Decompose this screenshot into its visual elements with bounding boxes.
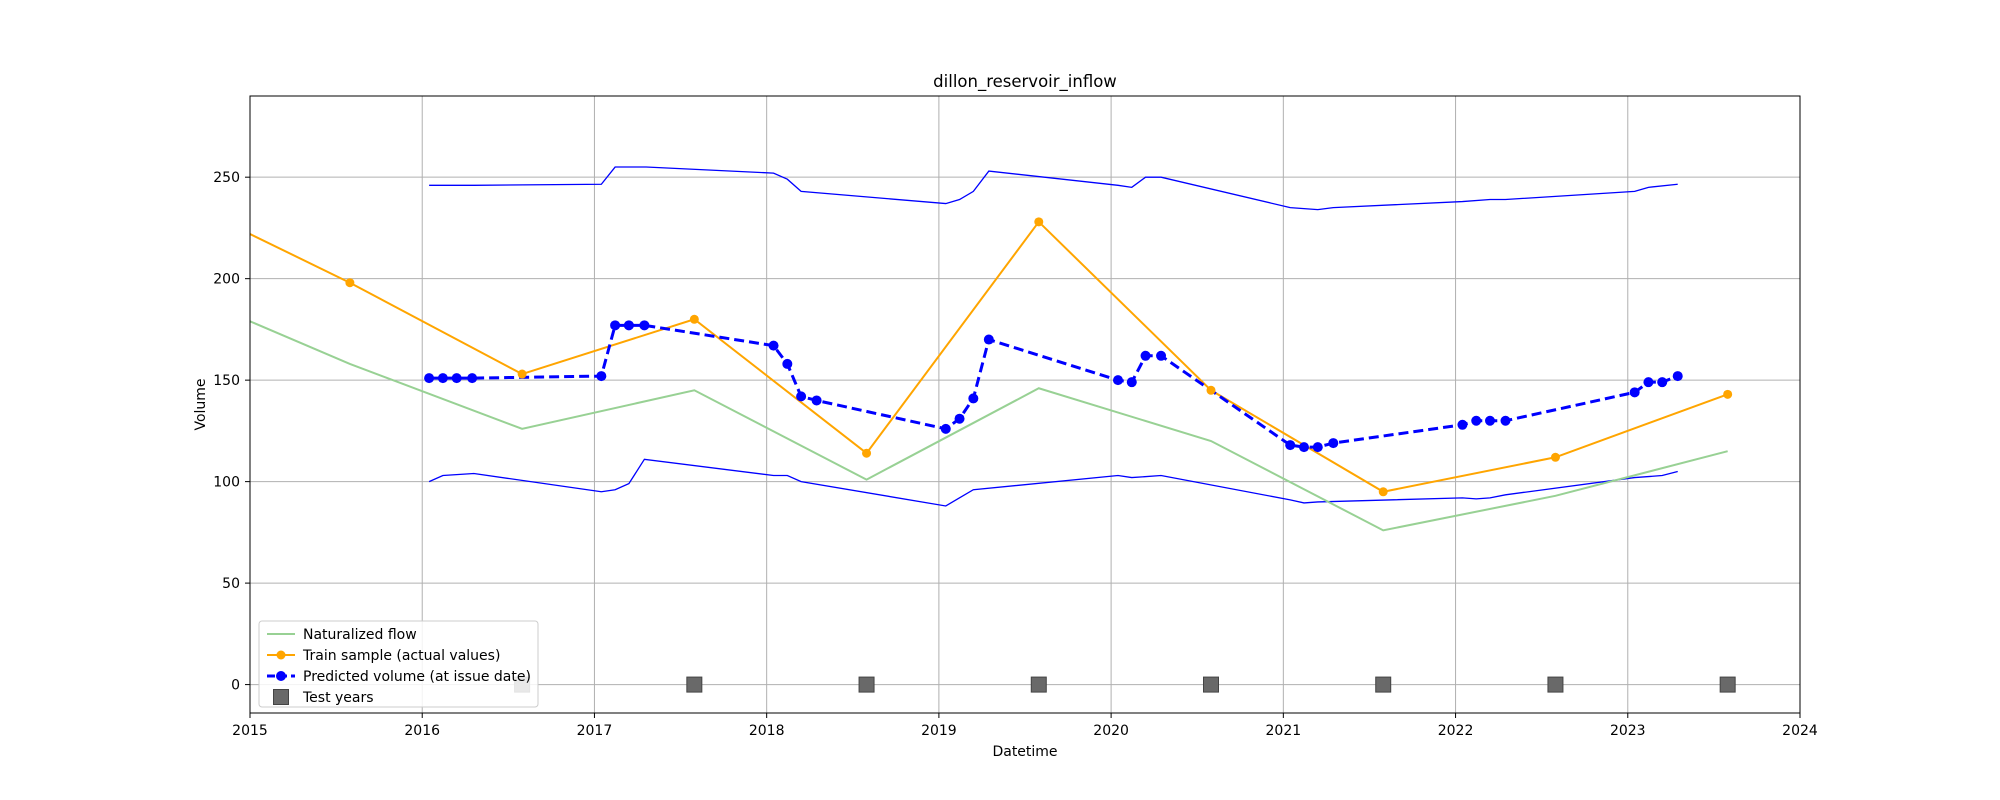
x-tick-label: 2024 bbox=[1782, 723, 1818, 739]
predicted-volume-point bbox=[596, 371, 607, 382]
predicted-volume-point bbox=[1156, 350, 1167, 361]
legend: Naturalized flow Train sample (actual val… bbox=[258, 620, 539, 708]
legend-label: Train sample (actual values) bbox=[302, 648, 500, 664]
x-tick-label: 2015 bbox=[232, 723, 268, 739]
train-sample-point bbox=[1378, 487, 1388, 497]
x-tick-label: 2023 bbox=[1610, 723, 1646, 739]
predicted-volume-point bbox=[1657, 377, 1668, 388]
predicted-volume-point bbox=[1485, 415, 1495, 426]
predicted-volume-point bbox=[768, 340, 779, 351]
chart-title: dillon_reservoir_inflow bbox=[933, 72, 1117, 92]
legend-label: Test years bbox=[302, 690, 374, 706]
legend-box bbox=[258, 620, 539, 708]
train-sample-line bbox=[249, 220, 1729, 493]
y-tick-label: 150 bbox=[213, 373, 240, 389]
legend-swatch-test-years bbox=[273, 689, 289, 705]
predicted-volume-point bbox=[1471, 415, 1482, 426]
train-sample-point bbox=[1206, 385, 1216, 395]
predicted-volume-point bbox=[1285, 440, 1296, 451]
y-tick-label: 200 bbox=[213, 272, 240, 288]
predicted-volume-point bbox=[1643, 377, 1654, 388]
train-sample-point bbox=[862, 448, 872, 458]
predicted-volume-point bbox=[639, 320, 650, 331]
x-tick-label: 2016 bbox=[404, 723, 440, 739]
legend-label: Naturalized flow bbox=[303, 627, 417, 643]
predicted-volume-point bbox=[1312, 442, 1323, 453]
lower-band-line bbox=[428, 458, 1678, 507]
y-axis-label: Volume bbox=[193, 378, 209, 430]
test-year-marker bbox=[1030, 676, 1047, 693]
x-axis-label: Datetime bbox=[992, 744, 1057, 760]
series-markers bbox=[345, 217, 1736, 693]
predicted-volume-point bbox=[467, 373, 478, 384]
predicted-volume-point bbox=[954, 413, 965, 424]
y-axis-ticks: 0 50 100 150 200 250 bbox=[213, 170, 250, 694]
x-tick-label: 2018 bbox=[749, 723, 785, 739]
train-sample-point bbox=[345, 278, 355, 288]
plot-frame bbox=[249, 95, 1801, 714]
predicted-volume-point bbox=[424, 373, 435, 384]
test-year-marker bbox=[1203, 676, 1219, 693]
predicted-volume-point bbox=[1672, 371, 1683, 382]
prediction-band bbox=[428, 166, 1678, 507]
predicted-volume-point bbox=[1629, 387, 1640, 398]
test-year-marker bbox=[858, 676, 875, 693]
legend-label: Predicted volume (at issue date) bbox=[303, 669, 531, 685]
predicted-volume-point bbox=[1113, 375, 1123, 386]
legend-swatch-train-marker bbox=[276, 650, 286, 660]
train-sample-point bbox=[517, 369, 527, 379]
y-tick-label: 250 bbox=[213, 170, 240, 186]
x-tick-label: 2021 bbox=[1266, 723, 1302, 739]
train-sample-point bbox=[689, 314, 699, 324]
predicted-volume-point bbox=[1299, 442, 1309, 453]
x-tick-label: 2022 bbox=[1438, 723, 1474, 739]
test-year-marker bbox=[1719, 676, 1736, 693]
predicted-volume-point bbox=[610, 320, 621, 331]
train-sample-point bbox=[1034, 217, 1044, 227]
predicted-volume-point bbox=[437, 373, 448, 384]
legend-swatch-predicted-marker bbox=[276, 671, 286, 681]
predicted-volume-point bbox=[1500, 415, 1511, 426]
predicted-volume-point bbox=[1126, 377, 1137, 388]
predicted-volume-point bbox=[811, 395, 822, 406]
y-tick-label: 0 bbox=[231, 678, 240, 694]
train-sample-point bbox=[1550, 452, 1560, 462]
predicted-volume-point bbox=[940, 423, 951, 434]
predicted-volume-point bbox=[1140, 350, 1151, 361]
naturalized-flow-line bbox=[249, 320, 1728, 532]
upper-band-line bbox=[429, 166, 1678, 211]
train-sample-point bbox=[1723, 389, 1733, 399]
predicted-volume-point bbox=[968, 393, 979, 404]
predicted-volume-point bbox=[623, 320, 634, 331]
predicted-volume-point bbox=[1457, 419, 1468, 430]
predicted-volume-point bbox=[451, 373, 462, 384]
test-year-marker bbox=[686, 676, 703, 693]
predicted-volume-point bbox=[983, 334, 994, 345]
test-year-marker bbox=[1547, 676, 1564, 693]
x-tick-label: 2019 bbox=[921, 723, 957, 739]
x-tick-label: 2020 bbox=[1093, 723, 1129, 739]
test-year-marker bbox=[1375, 676, 1392, 693]
predicted-volume-point bbox=[1328, 438, 1339, 449]
y-tick-label: 50 bbox=[222, 576, 240, 592]
y-tick-label: 100 bbox=[213, 475, 240, 491]
predicted-volume-point bbox=[782, 358, 793, 369]
x-axis-ticks: 2015 2016 2017 2018 2019 2020 2021 2022 2023 2024 bbox=[232, 713, 1818, 739]
x-tick-label: 2017 bbox=[577, 723, 613, 739]
predicted-volume-point bbox=[796, 391, 807, 402]
